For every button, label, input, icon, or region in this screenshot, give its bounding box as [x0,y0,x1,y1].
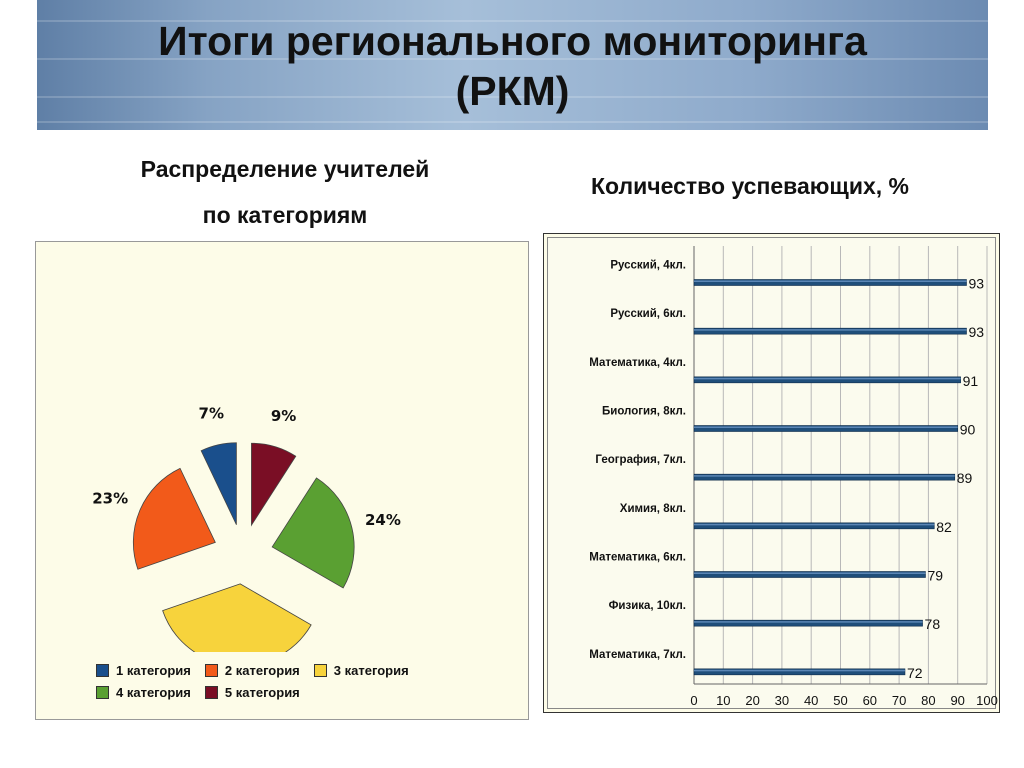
title-banner [37,0,988,130]
x-tick-label: 100 [976,693,998,708]
bar-highlight [694,426,958,428]
legend-label: 1 категория [116,662,191,678]
category-label: Физика, 10кл. [609,600,686,612]
legend-label: 2 категория [224,662,300,678]
legend-row: 4 категория 5 категория [96,681,496,703]
legend-item: 2 категория [204,662,300,678]
bar-value-label: 72 [907,665,923,681]
bar-value-label: 93 [968,324,984,340]
x-tick-label: 50 [833,693,847,708]
legend-swatch [204,685,218,699]
bar-value-label: 93 [968,276,984,292]
bar [693,327,967,335]
bar [693,473,956,481]
x-tick-label: 10 [716,693,730,708]
pie-slice [200,442,237,525]
legend-item: 4 категория [96,685,191,700]
category-label: Математика, 6кл. [589,552,686,564]
legend-item: 3 категория [313,662,409,678]
x-tick-label: 20 [745,693,759,708]
bar-highlight [694,669,905,672]
bar-highlight [694,377,961,380]
legend-item: 5 категория [204,684,300,700]
x-tick-label: 70 [892,693,906,708]
bar-value-label: 89 [957,470,973,486]
pie-slice [162,583,312,652]
pie-slice [132,467,216,570]
pie-chart-subtitle: Распределение учителей по категориям [60,146,510,238]
bar-highlight [694,523,935,526]
bar-chart-subtitle: Количество успевающих, % [591,173,909,199]
slide-title-line2: (РКМ) [455,68,570,114]
legend-swatch [96,663,109,677]
legend-row: 1 категория 2 категория 3 категория [96,659,496,681]
pie-slice-label: 9% [271,407,296,425]
pie-subtitle-line2: по категориям [202,202,368,228]
x-tick-label: 0 [690,693,697,708]
pie-subtitle-line1: Распределение учителей [140,156,430,182]
bar [693,522,935,530]
x-tick-label: 60 [863,693,877,708]
bar-value-label: 90 [960,422,976,438]
bar-highlight [694,572,926,574]
bar [693,571,926,578]
bar [693,425,959,432]
bar-highlight [694,621,923,623]
category-label: Математика, 7кл. [589,649,686,661]
bar [693,376,961,384]
category-label: Русский, 4кл. [610,260,686,272]
x-tick-label: 30 [775,693,789,708]
category-label: Биология, 8кл. [602,406,686,418]
slide-title: Итоги регионального мониторинга (РКМ) [37,16,988,116]
legend-swatch [204,663,218,677]
pie-chart: 7%23%36%24%9% [92,405,401,652]
x-tick-label: 80 [921,693,935,708]
category-label: Математика, 4кл. [589,357,686,369]
bar-value-label: 91 [963,373,979,389]
bar [693,668,906,676]
pie-legend: 1 категория 2 категория 3 категория 4 катег… [96,659,496,703]
pie-slice-label: 23% [92,489,128,507]
bar-value-label: 78 [925,616,941,632]
bar-chart-plot-frame [547,237,996,709]
legend-swatch [96,685,109,699]
pie-slice [271,477,355,589]
bar-chart-panel: 0 10 20 30 40 50 60 70 80 90 100 93 Русский, 4кл. 93 Р… [543,233,1000,713]
pie-slice [251,442,297,527]
legend-label: 4 категория [116,684,191,700]
bar-value-label: 82 [936,519,952,535]
x-tick-label: 90 [950,693,964,708]
legend-swatch [313,663,327,677]
legend-label: 3 категория [333,662,409,678]
pie-slice-label: 24% [365,511,401,529]
bar-highlight [694,329,967,331]
bar-highlight [694,280,967,282]
legend-item: 1 категория [96,663,191,678]
bar-highlight [694,475,955,477]
bar-chart: 0 10 20 30 40 50 60 70 80 90 100 93 Русский, 4кл. 93 Р… [589,246,998,708]
category-label: Русский, 6кл. [610,308,686,320]
x-tick-label: 40 [804,693,818,708]
category-label: География, 7кл. [595,454,686,466]
slide-title-line1: Итоги регионального мониторинга [158,18,867,64]
bar [693,279,967,286]
bar-value-label: 79 [927,568,943,584]
pie-slice-label: 7% [199,405,224,423]
bar [693,619,923,627]
legend-label: 5 категория [224,684,300,700]
category-label: Химия, 8кл. [620,503,686,515]
